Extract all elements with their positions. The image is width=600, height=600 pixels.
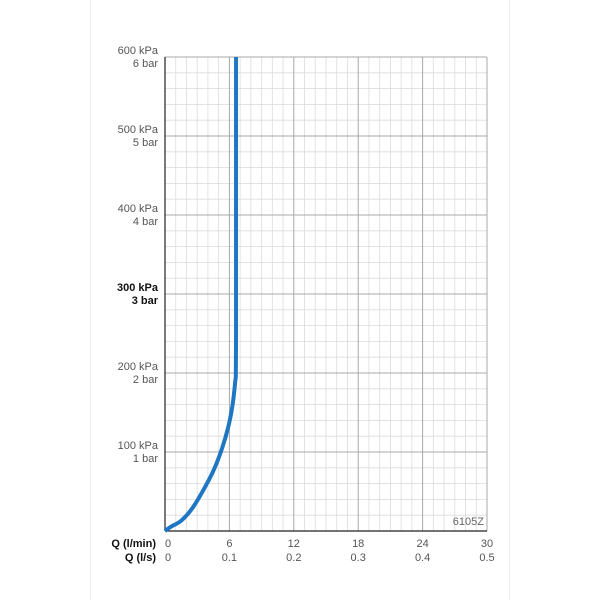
x-tick-label-lmin: 0 [165, 538, 171, 550]
y-tick-label-kpa: 100 kPa [118, 440, 159, 452]
y-tick-label-bar: 3 bar [132, 295, 159, 307]
y-tick-label-bar: 5 bar [133, 137, 158, 149]
y-tick-label-bar: 1 bar [133, 453, 158, 465]
x-tick-label-lmin: 18 [352, 538, 364, 550]
x-tick-labels: 0 0 6 0.1 12 0.2 18 0.3 24 0.4 30 0.5 [165, 538, 495, 564]
flow-curve-line [163, 57, 239, 533]
x-tick-label-ls: 0.5 [479, 552, 494, 564]
x-tick-label-ls: 0 [165, 552, 171, 564]
x-tick-label-ls: 0.3 [351, 552, 366, 564]
x-axis-title-ls: Q (l/s) [125, 552, 157, 564]
y-tick-label-bar: 6 bar [133, 58, 158, 70]
y-tick-label-kpa: 200 kPa [118, 361, 159, 373]
x-axis-title-lmin: Q (l/min) [111, 538, 156, 550]
x-tick-label-lmin: 6 [226, 538, 232, 550]
x-tick-label-ls: 0.2 [286, 552, 301, 564]
series-layer [163, 57, 239, 533]
x-tick-label-lmin: 24 [416, 538, 428, 550]
y-tick-label-bar: 2 bar [133, 374, 158, 386]
y-tick-label-bar: 4 bar [133, 216, 158, 228]
y-tick-label-kpa: 400 kPa [118, 203, 159, 215]
x-tick-label-lmin: 12 [288, 538, 300, 550]
x-tick-label-ls: 0.4 [415, 552, 430, 564]
y-tick-label-kpa: 300 kPa [117, 282, 159, 294]
x-tick-label-lmin: 30 [481, 538, 493, 550]
page-frame [90, 0, 510, 600]
y-tick-label-kpa: 600 kPa [118, 45, 159, 57]
x-tick-label-ls: 0.1 [222, 552, 237, 564]
y-tick-label-kpa: 500 kPa [118, 124, 159, 136]
major-grid [164, 56, 488, 532]
model-code-label: 6105Z [453, 516, 484, 528]
